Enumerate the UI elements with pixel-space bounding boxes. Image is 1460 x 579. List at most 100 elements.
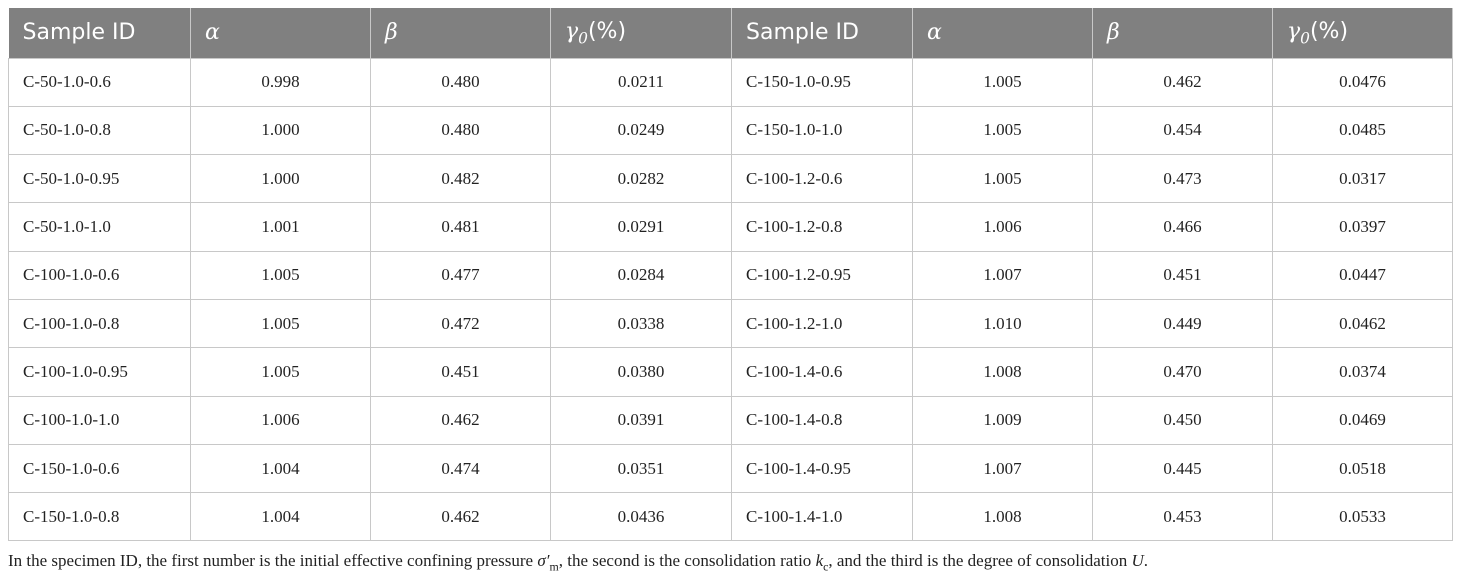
table-cell: 1.006 bbox=[190, 395, 371, 445]
table-cell: 0.445 bbox=[1092, 443, 1273, 494]
table-cell: 0.477 bbox=[370, 250, 551, 300]
sample-id: C-100-1.2-1.0 bbox=[731, 298, 913, 349]
table-cell: 0.0485 bbox=[1272, 105, 1453, 156]
table-body: C-50-1.0-0.6 0.998 0.480 0.0211 C-150-1.0-0.… bbox=[8, 57, 1453, 542]
sample-id: C-100-1.0-1.0 bbox=[8, 395, 191, 445]
table-cell: 0.462 bbox=[370, 492, 551, 542]
footnote: In the specimen ID, the first number is … bbox=[8, 551, 1148, 574]
table-cell: 0.0476 bbox=[1272, 57, 1453, 107]
table-cell: 0.482 bbox=[370, 154, 551, 204]
table-cell: 0.0518 bbox=[1272, 443, 1453, 494]
table-cell: 0.0462 bbox=[1272, 298, 1453, 349]
table-cell: 0.474 bbox=[370, 443, 551, 494]
table-cell: 0.0338 bbox=[550, 298, 732, 349]
table-header: Sample ID α β γ0(%) Sample ID α β γ0(%) bbox=[8, 8, 1453, 58]
sample-id: C-100-1.4-0.8 bbox=[731, 395, 913, 445]
table-cell: 0.462 bbox=[370, 395, 551, 445]
table-cell: 0.480 bbox=[370, 57, 551, 107]
sample-id: C-150-1.0-0.8 bbox=[8, 492, 191, 542]
table-cell: 0.481 bbox=[370, 202, 551, 252]
table-cell: 1.007 bbox=[912, 443, 1093, 494]
table-row: C-150-1.0-0.6 1.004 0.474 0.0351 C-100-1.4-0… bbox=[8, 443, 1453, 494]
table-cell: 0.0282 bbox=[550, 154, 732, 204]
sample-id: C-50-1.0-0.8 bbox=[8, 105, 191, 156]
sample-id: C-150-1.0-0.95 bbox=[731, 57, 913, 107]
footnote-subscript: m bbox=[549, 559, 559, 574]
table-cell: 0.480 bbox=[370, 105, 551, 156]
sample-id: C-100-1.0-0.95 bbox=[8, 347, 191, 397]
sample-id: C-50-1.0-0.95 bbox=[8, 154, 191, 204]
table-cell: 0.0211 bbox=[550, 57, 732, 107]
table-row: C-150-1.0-0.8 1.004 0.462 0.0436 C-100-1.4-1… bbox=[8, 492, 1453, 542]
table-cell: 1.006 bbox=[912, 202, 1093, 252]
table-row: C-50-1.0-0.6 0.998 0.480 0.0211 C-150-1.0-0.… bbox=[8, 57, 1453, 107]
table-cell: 1.005 bbox=[912, 105, 1093, 156]
header-cell: α bbox=[912, 8, 1093, 58]
table-cell: 0.454 bbox=[1092, 105, 1273, 156]
table-cell: 0.466 bbox=[1092, 202, 1273, 252]
table-cell: 0.0374 bbox=[1272, 347, 1453, 397]
table-cell: 0.472 bbox=[370, 298, 551, 349]
table-cell: 0.451 bbox=[370, 347, 551, 397]
sample-id: C-100-1.2-0.8 bbox=[731, 202, 913, 252]
sample-id: C-50-1.0-1.0 bbox=[8, 202, 191, 252]
footnote-text: , the second is the consolidation ratio bbox=[558, 551, 816, 570]
table-row: C-50-1.0-1.0 1.001 0.481 0.0291 C-100-1.2-0.… bbox=[8, 202, 1453, 252]
header-cell: β bbox=[370, 8, 551, 58]
table-cell: 0.0351 bbox=[550, 443, 732, 494]
table-cell: 0.0317 bbox=[1272, 154, 1453, 204]
header-cell: β bbox=[1092, 8, 1273, 58]
header-cell: α bbox=[190, 8, 371, 58]
table-row: C-50-1.0-0.8 1.000 0.480 0.0249 C-150-1.0-1.… bbox=[8, 105, 1453, 156]
table-cell: 0.451 bbox=[1092, 250, 1273, 300]
table-row: C-100-1.0-0.6 1.005 0.477 0.0284 C-100-1.2-0… bbox=[8, 250, 1453, 300]
footnote-symbol: σ′ bbox=[537, 551, 550, 570]
table-cell: 0.450 bbox=[1092, 395, 1273, 445]
footnote-symbol: U bbox=[1131, 551, 1144, 570]
data-table: Sample ID α β γ0(%) Sample ID α β γ0(%) C-50-1.… bbox=[8, 8, 1453, 542]
sample-id: C-100-1.4-1.0 bbox=[731, 492, 913, 542]
sample-id: C-150-1.0-1.0 bbox=[731, 105, 913, 156]
header-cell: Sample ID bbox=[731, 8, 913, 58]
table-cell: 1.005 bbox=[912, 154, 1093, 204]
table-cell: 0.470 bbox=[1092, 347, 1273, 397]
table-cell: 0.453 bbox=[1092, 492, 1273, 542]
table-cell: 1.005 bbox=[190, 298, 371, 349]
footnote-text: , and the third is the degree of consoli… bbox=[828, 551, 1132, 570]
table-cell: 0.0533 bbox=[1272, 492, 1453, 542]
sample-id: C-100-1.2-0.6 bbox=[731, 154, 913, 204]
footnote-text: . bbox=[1143, 551, 1149, 570]
sample-id: C-100-1.0-0.6 bbox=[8, 250, 191, 300]
table-cell: 0.998 bbox=[190, 57, 371, 107]
table-cell: 0.462 bbox=[1092, 57, 1273, 107]
table-cell: 0.449 bbox=[1092, 298, 1273, 349]
header-symbol: γ bbox=[565, 18, 579, 44]
header-unit: (%) bbox=[587, 18, 627, 44]
header-symbol: γ bbox=[1287, 18, 1301, 44]
table-cell: 0.0249 bbox=[550, 105, 732, 156]
table-cell: 1.008 bbox=[912, 347, 1093, 397]
table-cell: 1.000 bbox=[190, 154, 371, 204]
header-subscript: 0 bbox=[578, 28, 588, 47]
table-cell: 0.0391 bbox=[550, 395, 732, 445]
sample-id: C-100-1.2-0.95 bbox=[731, 250, 913, 300]
header-cell: γ0(%) bbox=[1272, 8, 1453, 58]
table-row: C-100-1.0-0.8 1.005 0.472 0.0338 C-100-1.2-1… bbox=[8, 298, 1453, 349]
table-cell: 1.001 bbox=[190, 202, 371, 252]
header-cell: γ0(%) bbox=[550, 8, 732, 58]
table-cell: 1.005 bbox=[190, 250, 371, 300]
footnote-subscript: c bbox=[823, 559, 829, 574]
table-cell: 0.0436 bbox=[550, 492, 732, 542]
footnote-text: In the specimen ID, the first number is … bbox=[8, 551, 538, 570]
table-row: C-100-1.0-0.95 1.005 0.451 0.0380 C-100-1.4-… bbox=[8, 347, 1453, 397]
header-subscript: 0 bbox=[1300, 28, 1310, 47]
sample-id: C-100-1.4-0.95 bbox=[731, 443, 913, 494]
table-cell: 0.0284 bbox=[550, 250, 732, 300]
table-cell: 1.007 bbox=[912, 250, 1093, 300]
table-cell: 1.008 bbox=[912, 492, 1093, 542]
table-cell: 0.0397 bbox=[1272, 202, 1453, 252]
table-row: C-100-1.0-1.0 1.006 0.462 0.0391 C-100-1.4-0… bbox=[8, 395, 1453, 445]
header-unit: (%) bbox=[1309, 18, 1349, 44]
header-row: Sample ID α β γ0(%) Sample ID α β γ0(%) bbox=[8, 8, 1453, 58]
